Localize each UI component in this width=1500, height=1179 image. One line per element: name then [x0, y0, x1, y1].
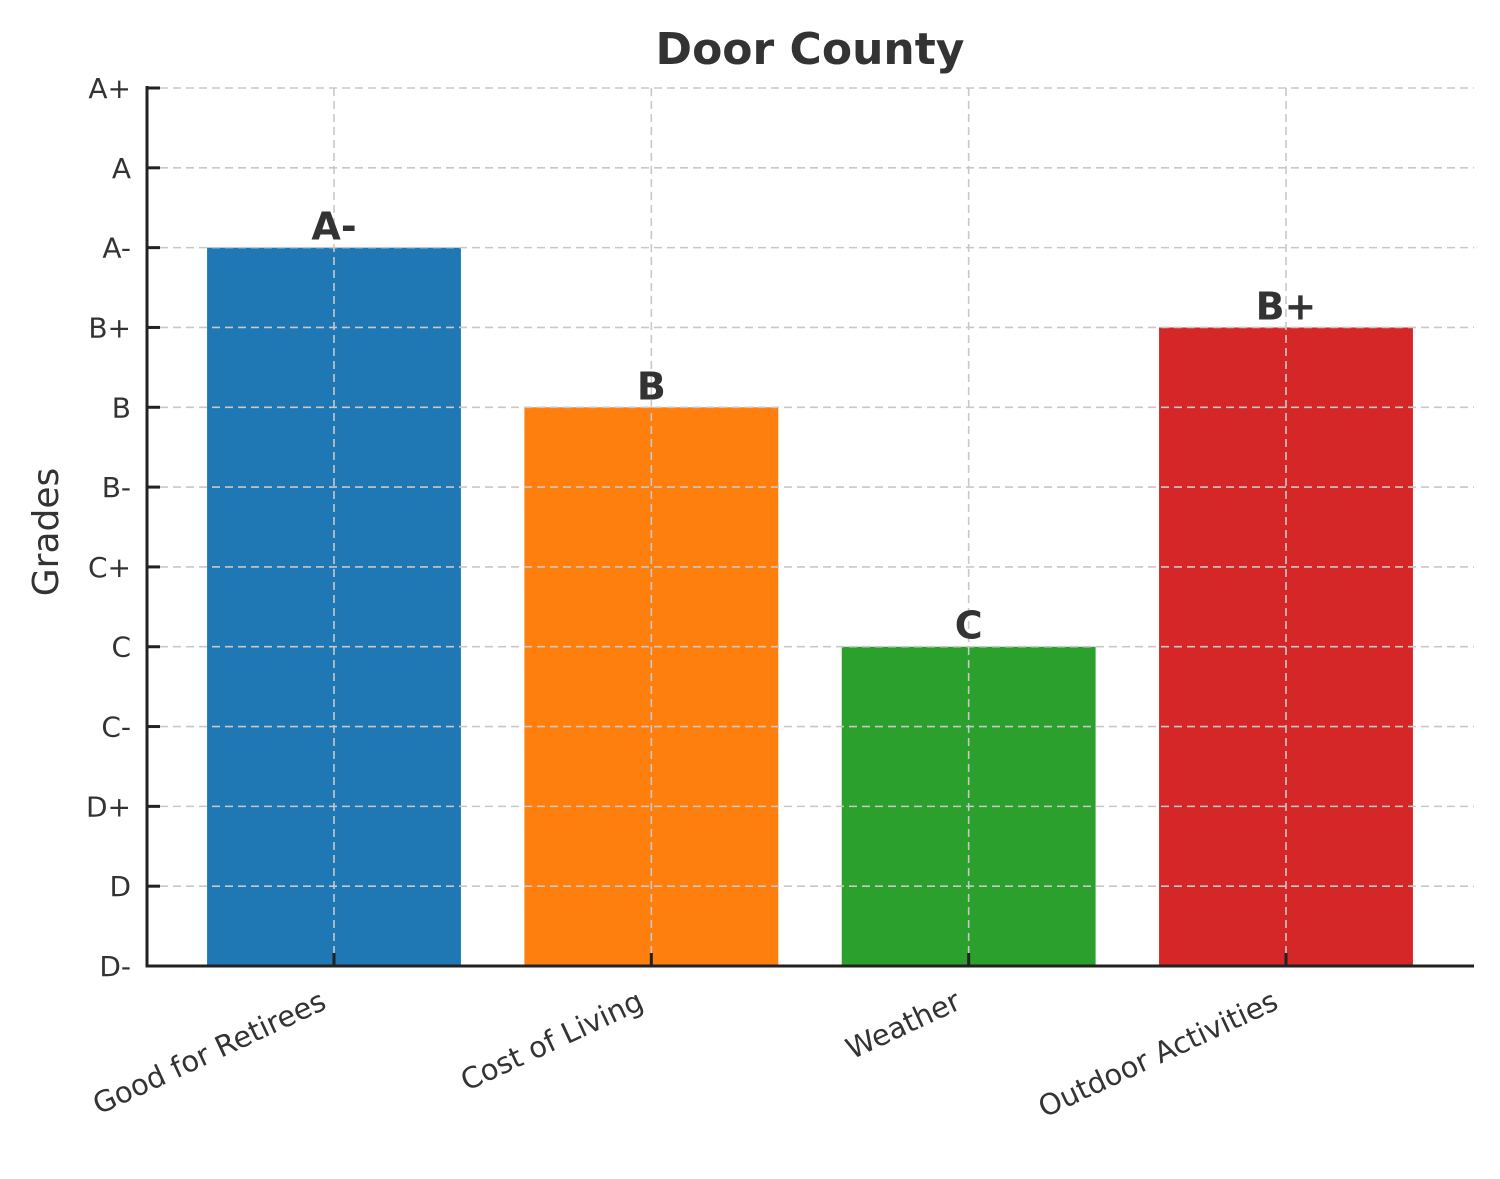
y-tick-label: C-	[101, 711, 131, 744]
y-tick-label: D+	[86, 790, 131, 823]
bar-value-label: C	[955, 604, 983, 648]
bar-value-labels: A- B C B+	[311, 205, 1316, 648]
x-tick-label: Cost of Living	[455, 984, 648, 1098]
y-axis-ticks: D- D D+ C- C C+ B- B B+ A- A A+	[86, 72, 160, 983]
x-tick-label: Weather	[841, 983, 966, 1065]
x-tick-label: Good for Retirees	[87, 984, 331, 1122]
bar-value-label: A-	[311, 205, 356, 249]
bar-value-label: B	[637, 364, 666, 408]
y-tick-label: B-	[102, 471, 131, 504]
chart-title: Door County	[656, 24, 965, 75]
x-axis-ticks: Good for Retirees Cost of Living Weather Ou…	[87, 953, 1288, 1125]
y-tick-label: C+	[88, 551, 131, 584]
y-axis-label: Grades	[26, 468, 67, 597]
y-tick-label: B+	[88, 311, 131, 344]
y-tick-label: D-	[99, 950, 131, 983]
bar-value-label: B+	[1256, 284, 1317, 328]
y-tick-label: C	[111, 631, 131, 664]
y-tick-label: B	[112, 391, 131, 424]
axes	[145, 86, 1474, 968]
y-tick-label: A+	[88, 72, 131, 105]
bars	[207, 247, 1413, 967]
x-tick-label: Outdoor Activities	[1033, 984, 1283, 1125]
y-tick-label: A	[112, 152, 131, 185]
y-tick-label: D	[109, 870, 131, 903]
y-tick-label: A-	[102, 232, 131, 265]
grid-lines	[147, 87, 1474, 966]
